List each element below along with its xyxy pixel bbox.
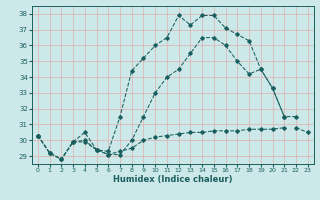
X-axis label: Humidex (Indice chaleur): Humidex (Indice chaleur) (113, 175, 233, 184)
